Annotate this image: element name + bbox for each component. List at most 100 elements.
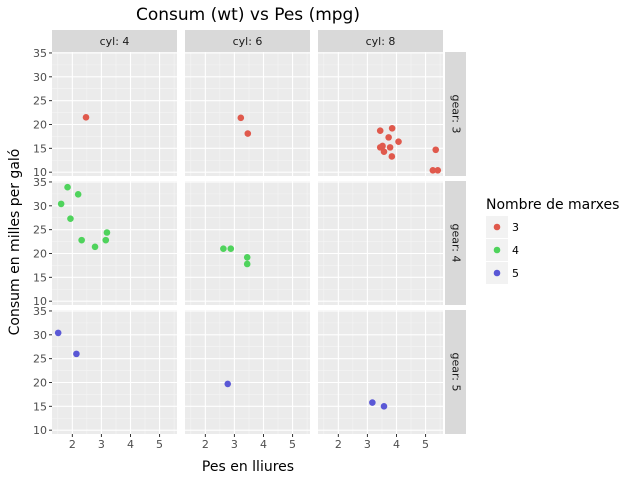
panel-cyl-6-gear-3 xyxy=(185,52,310,176)
facet-strip-gear-4 xyxy=(445,181,466,305)
data-point-gear-3 xyxy=(376,144,384,151)
panel-background xyxy=(185,52,310,176)
data-point-gear-3 xyxy=(244,130,252,137)
x-tick-label: 4 xyxy=(393,438,400,451)
data-point-gear-3 xyxy=(376,127,384,134)
legend-key-gear-3 xyxy=(493,223,501,231)
facet-strip-gear-3 xyxy=(445,52,466,176)
y-tick-label: 15 xyxy=(33,271,47,284)
x-tick-label: 3 xyxy=(364,438,371,451)
chart-title: Consum (wt) vs Pes (mpg) xyxy=(136,5,360,25)
y-tick-label: 25 xyxy=(33,95,47,108)
legend-key-gear-5 xyxy=(493,269,501,277)
data-point-gear-4 xyxy=(67,215,74,222)
data-point-gear-3 xyxy=(82,114,90,121)
y-tick-label: 20 xyxy=(33,118,47,131)
data-point-gear-3 xyxy=(386,144,394,151)
facet-panels: cyl: 4 cyl: 6 cyl: 8 gear: 3 gear: 4 gear: 5 1… xyxy=(33,30,466,451)
facet-strip-label-gear-5: gear: 5 xyxy=(450,352,463,391)
panel-background xyxy=(185,181,310,305)
x-tick-label: 5 xyxy=(422,438,429,451)
data-point-gear-4 xyxy=(91,243,99,251)
y-tick-label: 30 xyxy=(33,200,47,213)
y-tick-label: 20 xyxy=(33,247,47,260)
legend-label-gear-3: 3 xyxy=(512,221,519,234)
facet-strip-label-gear-4: gear: 4 xyxy=(450,223,463,262)
data-point-gear-5 xyxy=(369,399,376,406)
x-tick-label: 5 xyxy=(156,438,163,451)
legend-label-gear-4: 4 xyxy=(512,244,519,257)
x-tick-label: 5 xyxy=(289,438,296,451)
data-point-gear-4 xyxy=(64,183,71,191)
data-point-gear-4 xyxy=(243,254,251,261)
data-point-gear-4 xyxy=(102,236,110,244)
y-tick-label: 20 xyxy=(33,376,47,389)
x-tick-label: 4 xyxy=(260,438,267,451)
panel-cyl-4-gear-4 xyxy=(52,181,177,305)
panel-cyl-6-gear-4 xyxy=(185,181,310,305)
panel-background xyxy=(52,310,177,434)
x-tick-label: 2 xyxy=(69,438,76,451)
data-point-gear-4 xyxy=(243,260,251,268)
y-tick-label: 35 xyxy=(33,305,47,318)
data-point-gear-3 xyxy=(429,166,437,174)
data-point-gear-5 xyxy=(54,329,62,337)
facet-strip-label-cyl-4: cyl: 4 xyxy=(100,35,130,48)
x-tick-label: 4 xyxy=(127,438,134,451)
y-tick-label: 10 xyxy=(33,424,47,437)
x-tick-label: 2 xyxy=(335,438,342,451)
data-point-gear-5 xyxy=(224,380,232,388)
facet-strip-label-gear-3: gear: 3 xyxy=(450,94,463,133)
data-point-gear-3 xyxy=(380,148,388,155)
facet-strip-cyl-4 xyxy=(52,30,177,52)
panel-cyl-8-gear-3 xyxy=(318,52,443,176)
panel-background xyxy=(52,52,177,176)
data-point-gear-4 xyxy=(220,245,227,253)
legend: Nombre de marxes 3 4 5 xyxy=(486,197,619,284)
x-tick-label: 3 xyxy=(231,438,238,451)
y-tick-label: 35 xyxy=(33,176,47,189)
y-tick-label: 35 xyxy=(33,47,47,60)
y-tick-label: 30 xyxy=(33,71,47,84)
y-tick-label: 25 xyxy=(33,353,47,366)
data-point-gear-3 xyxy=(432,146,440,154)
data-point-gear-5 xyxy=(73,350,80,358)
data-point-gear-3 xyxy=(237,114,245,122)
facet-strip-cyl-8 xyxy=(318,30,443,52)
data-point-gear-3 xyxy=(385,134,392,141)
y-tick-label: 15 xyxy=(33,142,47,155)
legend-title: Nombre de marxes xyxy=(486,197,619,213)
y-tick-label: 25 xyxy=(33,224,47,237)
x-tick-label: 2 xyxy=(202,438,209,451)
x-axis-title: Pes en lliures xyxy=(202,459,294,475)
y-tick-label: 15 xyxy=(33,400,47,413)
y-tick-label: 10 xyxy=(33,166,47,179)
data-point-gear-4 xyxy=(78,236,85,244)
facet-strip-cyl-6 xyxy=(185,30,310,52)
legend-label-gear-5: 5 xyxy=(512,267,519,280)
data-point-gear-4 xyxy=(74,191,82,198)
panel-cyl-6-gear-5 xyxy=(185,310,310,434)
panel-background xyxy=(318,52,443,176)
legend-key-gear-4 xyxy=(493,246,501,254)
data-point-gear-4 xyxy=(103,229,111,236)
panel-cyl-8-gear-5 xyxy=(318,310,443,434)
data-point-gear-3 xyxy=(434,166,442,174)
y-axis-title: Consum en milles per galó xyxy=(7,149,23,336)
data-point-gear-3 xyxy=(388,153,396,160)
panel-background xyxy=(185,310,310,434)
panel-cyl-4-gear-3 xyxy=(52,52,177,176)
panel-cyl-8-gear-4 xyxy=(318,181,443,305)
facet-strip-gear-5 xyxy=(445,310,466,434)
data-point-gear-3 xyxy=(395,138,402,145)
panel-background xyxy=(52,181,177,305)
data-point-gear-5 xyxy=(380,403,388,410)
facet-strip-label-cyl-8: cyl: 8 xyxy=(366,35,396,48)
x-tick-label: 3 xyxy=(98,438,105,451)
panel-cyl-4-gear-5 xyxy=(52,310,177,434)
panel-background xyxy=(318,310,443,434)
data-point-gear-4 xyxy=(227,245,235,253)
y-tick-label: 30 xyxy=(33,329,47,342)
data-point-gear-4 xyxy=(57,200,65,208)
